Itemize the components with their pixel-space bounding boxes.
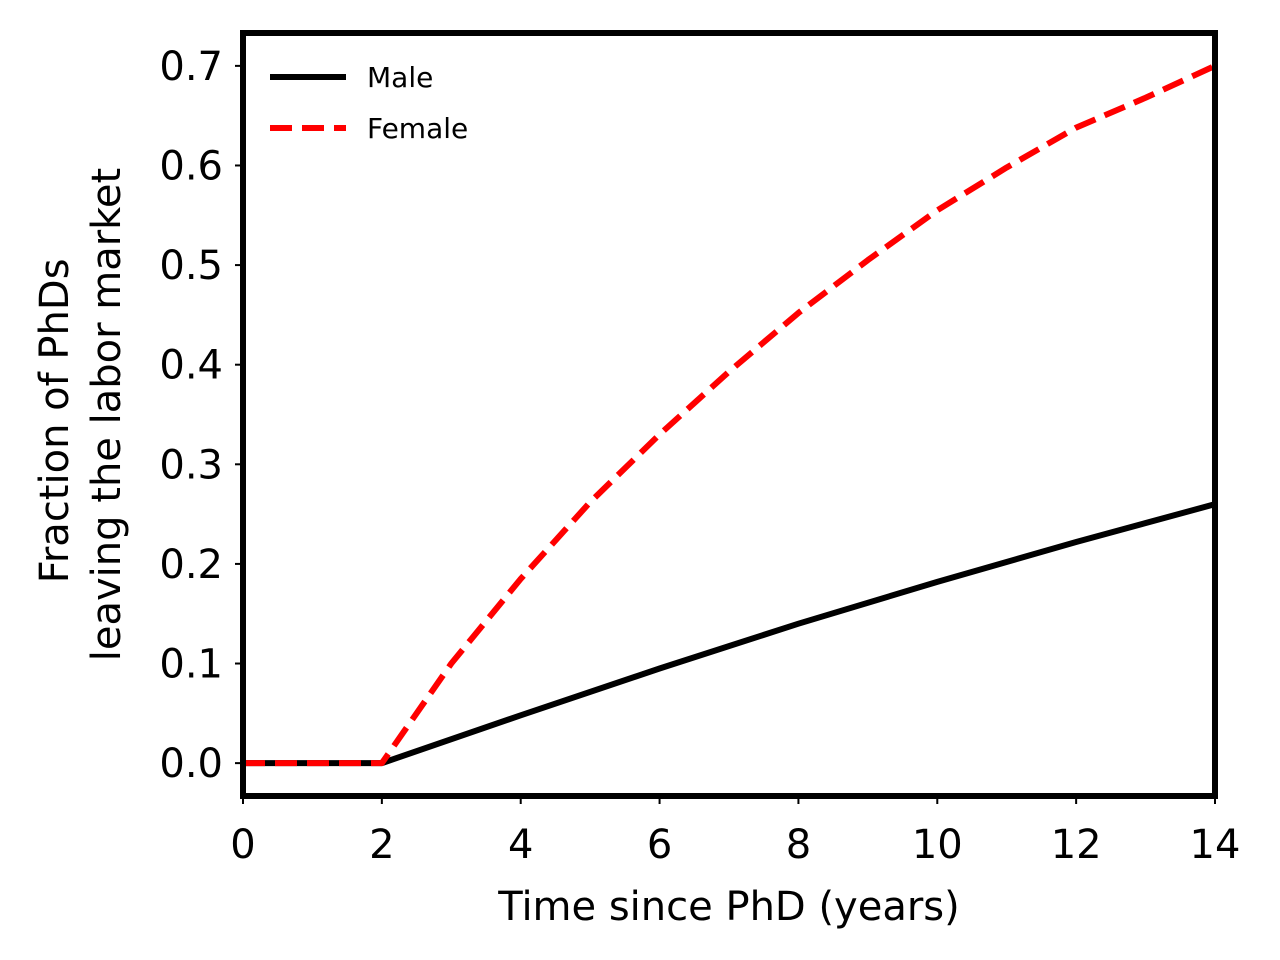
ticks-layer: 0 2 4 6 8 10 12 14 0.0 0.1 0.2 0.3 0.4 0.5 0.6 0.7 [159, 44, 1240, 868]
legend-label-female: Female [367, 112, 468, 145]
y-tick-label: 0.0 [159, 741, 223, 787]
x-tick-label: 0 [230, 822, 255, 868]
y-tick-label: 0.5 [159, 243, 223, 289]
series-line-female [243, 63, 1215, 767]
legend-label-male: Male [367, 61, 433, 94]
y-tick-label: 0.6 [159, 143, 223, 189]
plot-frame [240, 30, 1218, 799]
y-tick-label: 0.1 [159, 642, 223, 688]
x-axis-title: Time since PhD (years) [497, 884, 960, 930]
legend: Male Female [270, 61, 468, 145]
series-line-male [243, 501, 1215, 767]
x-tick-label: 12 [1051, 822, 1102, 868]
series-layer [243, 63, 1215, 767]
y-tick-label: 0.2 [159, 542, 223, 588]
x-tick-label: 2 [369, 822, 394, 868]
x-tick-label: 4 [508, 822, 533, 868]
y-tick-label: 0.4 [159, 343, 223, 389]
y-tick-label: 0.3 [159, 442, 223, 488]
x-tick-label: 8 [786, 822, 811, 868]
y-axis-title-line-2: leaving the labor market [84, 168, 130, 661]
x-tick-label: 14 [1190, 822, 1241, 868]
y-axis-title: Fraction of PhDs leaving the labor marke… [32, 168, 130, 661]
y-tick-label: 0.7 [159, 44, 223, 90]
x-tick-label: 10 [912, 822, 963, 868]
x-tick-label: 6 [647, 822, 672, 868]
y-axis-title-line-1: Fraction of PhDs [32, 258, 78, 583]
